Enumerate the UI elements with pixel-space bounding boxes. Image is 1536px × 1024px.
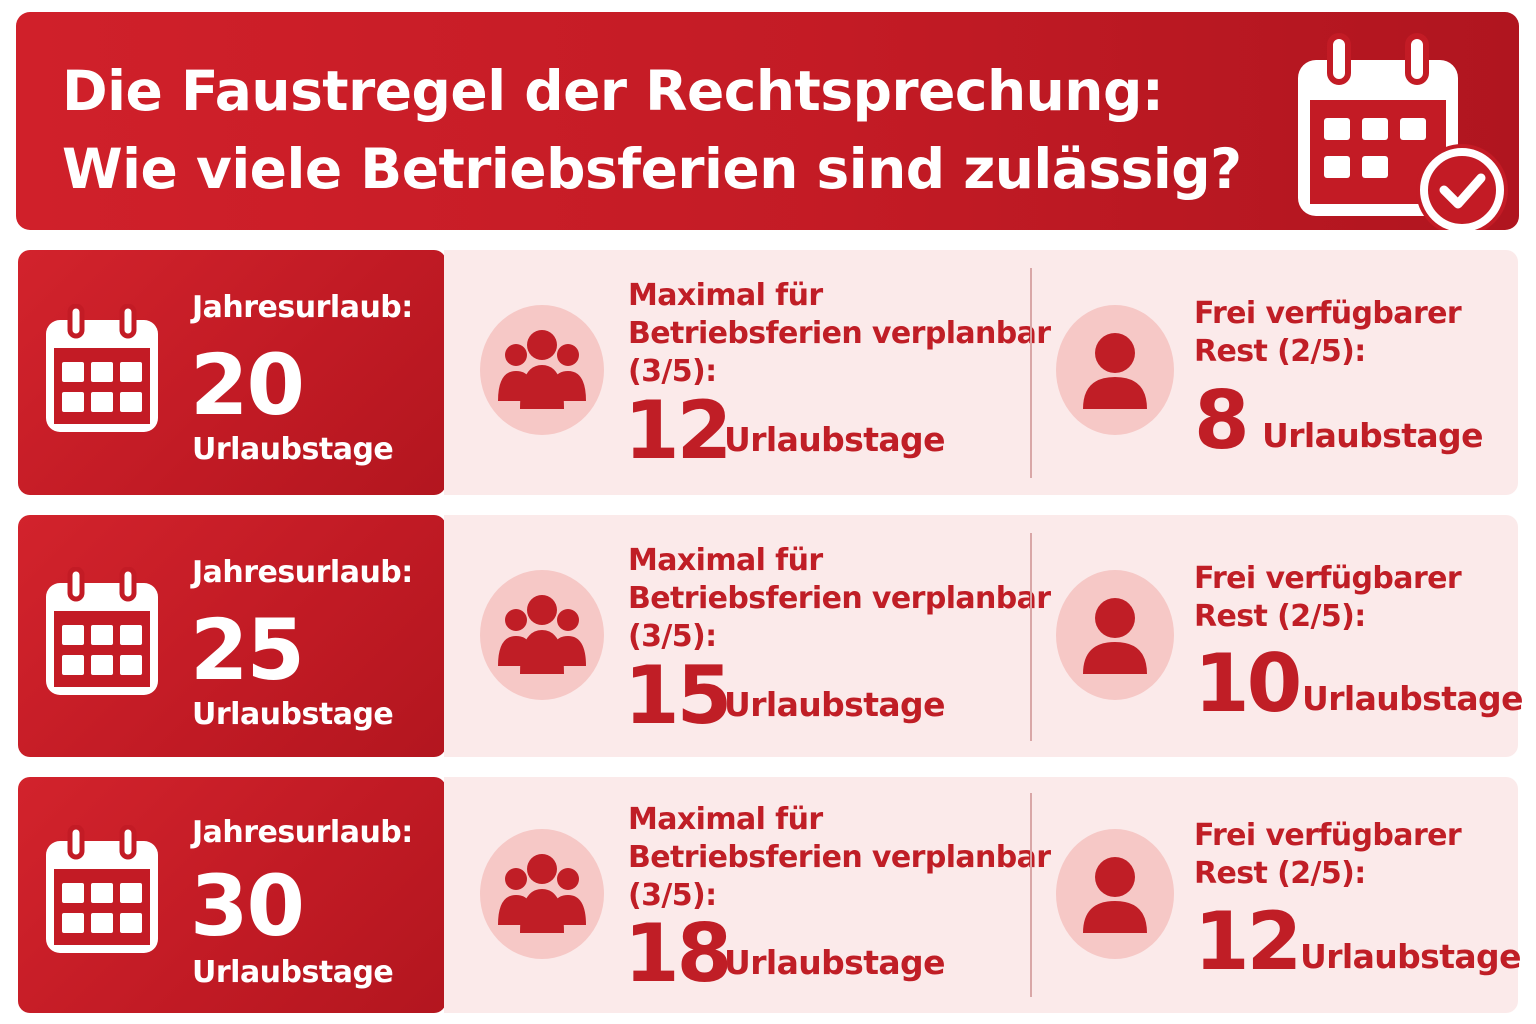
company-holiday-value: 12 bbox=[624, 384, 732, 477]
company-holiday-label-line: (3/5): bbox=[628, 878, 717, 913]
person-icon-circle bbox=[1056, 829, 1174, 959]
group-icon bbox=[498, 330, 586, 409]
group-icon-circle bbox=[480, 570, 604, 700]
free-rest-label-line: Rest (2/5): bbox=[1194, 334, 1366, 369]
calendar-icon bbox=[46, 567, 158, 695]
annual-leave-panel: Jahresurlaub: 25 Urlaubstage bbox=[18, 515, 446, 757]
annual-leave-label: Jahresurlaub: bbox=[192, 555, 413, 590]
free-rest-unit: Urlaubstage bbox=[1302, 679, 1523, 718]
company-holiday-label-line: Betriebsferien verplanbar bbox=[628, 316, 1051, 351]
free-rest-unit: Urlaubstage bbox=[1300, 937, 1521, 976]
group-icon-circle bbox=[480, 305, 604, 435]
free-rest-value: 8 bbox=[1194, 374, 1250, 467]
annual-leave-label: Jahresurlaub: bbox=[192, 290, 413, 325]
group-icon-circle bbox=[480, 829, 604, 959]
calendar-icon bbox=[46, 825, 158, 953]
column-divider bbox=[1030, 533, 1032, 741]
annual-leave-unit: Urlaubstage bbox=[192, 955, 394, 990]
company-holiday-label-line: Maximal für bbox=[628, 802, 823, 837]
free-rest-label-line: Frei verfügbarer bbox=[1194, 561, 1462, 596]
person-icon bbox=[1083, 598, 1147, 674]
company-holiday-label-line: Betriebsferien verplanbar bbox=[628, 840, 1051, 875]
split-panel: Maximal für Betriebsferien verplanbar (3… bbox=[444, 515, 1523, 757]
column-divider bbox=[1030, 793, 1032, 997]
page-title: Die Faustregel der Rechtsprechung: Wie v… bbox=[62, 52, 1242, 208]
title-line-2: Wie viele Betriebsferien sind zulässig? bbox=[62, 137, 1242, 201]
company-holiday-unit: Urlaubstage bbox=[724, 685, 945, 724]
free-rest-unit: Urlaubstage bbox=[1262, 416, 1483, 455]
column-divider bbox=[1030, 268, 1032, 478]
company-holiday-value: 15 bbox=[624, 649, 732, 742]
company-holiday-unit: Urlaubstage bbox=[724, 420, 945, 459]
free-rest-label: Frei verfügbarer Rest (2/5): bbox=[1194, 560, 1462, 636]
rule-row-20: Jahresurlaub: 20 Urlaubstage Maximal für… bbox=[18, 250, 1518, 495]
company-holiday-label-line: Betriebsferien verplanbar bbox=[628, 581, 1051, 616]
free-rest-label-line: Frei verfügbarer bbox=[1194, 818, 1462, 853]
company-holiday-unit: Urlaubstage bbox=[724, 943, 945, 982]
person-icon bbox=[1083, 857, 1147, 933]
annual-leave-value: 20 bbox=[190, 336, 305, 434]
company-holiday-label: Maximal für Betriebsferien verplanbar (3… bbox=[628, 801, 1051, 915]
split-panel: Maximal für Betriebsferien verplanbar (3… bbox=[444, 777, 1521, 1013]
calendar-icon bbox=[46, 304, 158, 432]
annual-leave-unit: Urlaubstage bbox=[192, 697, 394, 732]
annual-leave-value: 30 bbox=[190, 857, 305, 955]
company-holiday-label-line: Maximal für bbox=[628, 543, 823, 578]
free-rest-label-line: Frei verfügbarer bbox=[1194, 296, 1462, 331]
group-icon bbox=[498, 595, 586, 674]
person-icon-circle bbox=[1056, 570, 1174, 700]
free-rest-label-line: Rest (2/5): bbox=[1194, 856, 1366, 891]
free-rest-label: Frei verfügbarer Rest (2/5): bbox=[1194, 295, 1462, 371]
annual-leave-panel: Jahresurlaub: 30 Urlaubstage bbox=[18, 777, 446, 1013]
title-line-1: Die Faustregel der Rechtsprechung: bbox=[62, 59, 1164, 123]
company-holiday-label-line: (3/5): bbox=[628, 619, 717, 654]
company-holiday-label: Maximal für Betriebsferien verplanbar (3… bbox=[628, 542, 1051, 656]
company-holiday-label-line: (3/5): bbox=[628, 354, 717, 389]
annual-leave-label: Jahresurlaub: bbox=[192, 815, 413, 850]
company-holiday-label-line: Maximal für bbox=[628, 278, 823, 313]
annual-leave-panel: Jahresurlaub: 20 Urlaubstage bbox=[18, 250, 446, 495]
group-icon bbox=[498, 854, 586, 933]
company-holiday-label: Maximal für Betriebsferien verplanbar (3… bbox=[628, 277, 1051, 391]
split-panel: Maximal für Betriebsferien verplanbar (3… bbox=[444, 250, 1518, 495]
annual-leave-unit: Urlaubstage bbox=[192, 432, 394, 467]
rule-row-30: Jahresurlaub: 30 Urlaubstage Maximal für… bbox=[18, 777, 1521, 1013]
header-banner: Die Faustregel der Rechtsprechung: Wie v… bbox=[16, 12, 1519, 230]
free-rest-label-line: Rest (2/5): bbox=[1194, 599, 1366, 634]
calendar-check-icon bbox=[1298, 33, 1508, 230]
company-holiday-value: 18 bbox=[624, 907, 732, 1000]
annual-leave-value: 25 bbox=[190, 601, 305, 699]
rule-row-25: Jahresurlaub: 25 Urlaubstage Maximal für… bbox=[18, 515, 1523, 757]
free-rest-value: 12 bbox=[1194, 895, 1302, 988]
person-icon bbox=[1083, 333, 1147, 409]
person-icon-circle bbox=[1056, 305, 1174, 435]
free-rest-label: Frei verfügbarer Rest (2/5): bbox=[1194, 817, 1462, 893]
free-rest-value: 10 bbox=[1194, 637, 1302, 730]
